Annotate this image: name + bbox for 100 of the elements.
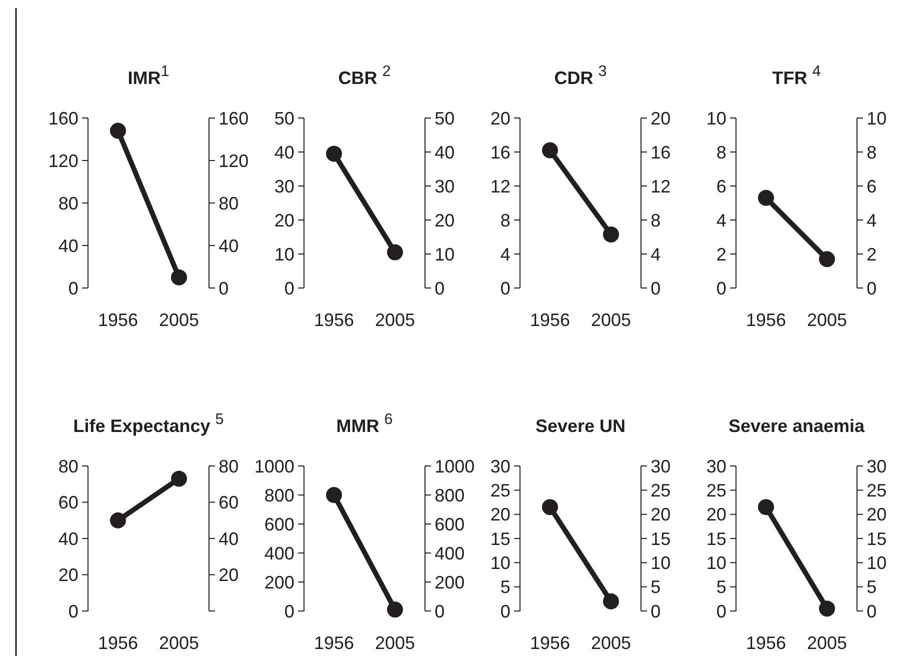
y-tick-label: 20 [490, 504, 510, 525]
chart-title: CDR $^{3}$ [554, 62, 607, 88]
y2-tick-label: 40 [218, 236, 239, 256]
y-tick-label: 160 [48, 108, 78, 128]
chart-title: IMR$^{1}$ [128, 62, 170, 88]
y2-tick-label: 5 [650, 577, 661, 598]
y2-tick-label: 50 [434, 108, 455, 128]
y2-tick-label: 0 [650, 601, 661, 622]
x-tick-label: 1956 [530, 310, 570, 330]
y-tick-label: 16 [490, 142, 510, 162]
y2-tick-label: 800 [434, 485, 465, 506]
y2-tick-label: 30 [650, 456, 671, 476]
y-tick-label: 10 [274, 244, 294, 264]
y-tick-label: 50 [274, 108, 294, 128]
x-tick-label: 2005 [374, 633, 416, 653]
y2-tick-label: 40 [218, 528, 239, 549]
y-tick-label: 15 [706, 528, 726, 549]
y2-tick-label: 30 [434, 176, 455, 196]
y-tick-label: 30 [274, 176, 294, 196]
y-tick-label: 10 [490, 552, 510, 573]
y2-tick-label: 25 [650, 480, 671, 500]
y-tick-label: 200 [264, 572, 294, 592]
y2-tick-label: 12 [650, 176, 671, 196]
y-tick-label: 1000 [254, 456, 294, 476]
y-tick-label: 60 [58, 492, 78, 513]
chart-title: TFR $^{4}$ [772, 62, 822, 88]
y2-tick-label: 0 [218, 278, 229, 298]
y-tick-label: 40 [58, 528, 78, 549]
x-tick-label: 2005 [806, 633, 848, 653]
y2-tick-label: 2 [866, 244, 877, 264]
x-tick-label: 1956 [530, 633, 570, 653]
x-tick-label: 1956 [314, 633, 354, 653]
y2-tick-label: 20 [650, 108, 671, 128]
y2-tick-label: 400 [434, 543, 465, 564]
y2-tick-label: 8 [866, 142, 877, 162]
y-tick-label: 8 [716, 142, 726, 162]
y-tick-label: 15 [490, 528, 510, 549]
y-tick-label: 0 [716, 601, 726, 622]
y2-tick-label: 15 [866, 528, 887, 549]
y2-tick-label: 0 [650, 278, 661, 298]
y-tick-label: 30 [490, 456, 510, 476]
y-tick-label: 20 [706, 504, 726, 525]
x-tick-label: 1956 [746, 310, 786, 330]
y-tick-label: 40 [274, 142, 294, 162]
y-tick-label: 25 [706, 480, 726, 500]
x-tick-label: 2005 [158, 310, 200, 330]
x-tick-label: 1956 [314, 310, 354, 330]
y2-tick-label: 20 [650, 504, 671, 525]
chart-title: Severe UN [535, 416, 626, 436]
y-tick-label: 20 [490, 108, 510, 128]
y-tick-label: 4 [500, 244, 510, 264]
y2-tick-label: 200 [434, 572, 465, 592]
y2-tick-label: 160 [218, 108, 249, 128]
x-tick-label: 1956 [746, 633, 786, 653]
y-tick-label: 0 [716, 278, 726, 298]
y-tick-label: 2 [716, 244, 726, 264]
y-tick-label: 6 [716, 176, 726, 196]
y-tick-label: 0 [500, 278, 510, 298]
y-tick-label: 0 [284, 278, 294, 298]
y-tick-label: 20 [274, 210, 294, 230]
y2-tick-label: 30 [866, 456, 887, 476]
y-tick-label: 600 [264, 514, 294, 534]
y2-tick-label: 20 [866, 504, 887, 525]
y2-tick-label: 0 [866, 601, 877, 622]
y-tick-label: 0 [68, 278, 78, 298]
y2-tick-label: 80 [218, 456, 239, 476]
x-tick-label: 2005 [590, 633, 632, 653]
y-tick-label: 80 [58, 193, 78, 214]
x-tick-label: 2005 [158, 633, 200, 653]
y2-tick-label: 20 [218, 565, 239, 586]
y-tick-label: 25 [490, 480, 510, 500]
chart-title: Life Expectancy $^{5}$ [73, 410, 224, 436]
y-tick-label: 120 [48, 150, 78, 171]
y-tick-label: 20 [58, 565, 78, 586]
y-tick-label: 400 [264, 543, 294, 564]
y-tick-label: 0 [500, 601, 510, 622]
chart-title: CBR $^{2}$ [338, 62, 391, 88]
y-tick-label: 10 [706, 552, 726, 573]
y2-tick-label: 4 [650, 244, 661, 264]
y2-tick-label: 8 [650, 210, 661, 230]
x-tick-label: 2005 [590, 310, 632, 330]
y-tick-label: 12 [490, 176, 510, 196]
x-tick-label: 1956 [98, 633, 138, 653]
y2-tick-label: 10 [866, 552, 887, 573]
y-tick-label: 30 [706, 456, 726, 476]
y2-tick-label: 1000 [434, 456, 475, 476]
x-tick-label: 2005 [374, 310, 416, 330]
x-tick-label: 1956 [98, 310, 138, 330]
y2-tick-label: 0 [866, 278, 877, 298]
y2-tick-label: 25 [866, 480, 887, 500]
y2-tick-label: 0 [434, 278, 445, 298]
y-tick-label: 10 [706, 108, 726, 128]
y-tick-label: 40 [58, 236, 78, 256]
y2-tick-label: 10 [434, 244, 455, 264]
y-tick-label: 0 [284, 601, 294, 622]
y2-tick-label: 80 [218, 193, 239, 214]
y2-tick-label: 5 [866, 577, 877, 598]
chart-title: MMR $^{6}$ [336, 410, 393, 436]
y2-tick-label: 120 [218, 150, 249, 171]
chart-title: Severe anaemia [728, 416, 866, 436]
